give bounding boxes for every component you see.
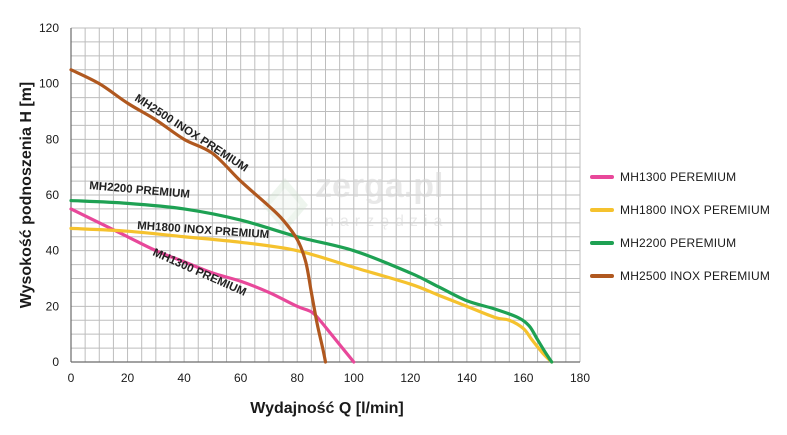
legend-label: MH1800 INOX PEREMIUM (620, 202, 771, 217)
legend-item: MH1800 INOX PEREMIUM (590, 193, 770, 226)
curve-label-mh2500: MH2500 INOX PREMIUM (132, 92, 249, 174)
legend-label: MH2500 INOX PEREMIUM (620, 268, 771, 283)
watermark-logo-icon (262, 178, 308, 232)
x-tick-label: 180 (570, 371, 590, 385)
curve-labels: MH2500 INOX PREMIUM MH2200 PREMIUM MH180… (89, 92, 270, 298)
x-tick-label: 60 (234, 371, 248, 385)
x-tick-label: 20 (121, 371, 135, 385)
series-line-mh1300-peremium (69, 207, 356, 364)
x-tick-label: 0 (68, 371, 75, 385)
watermark-brand: zerga.pl (315, 167, 443, 205)
curve-label-mh1300: MH1300 PREMIUM (151, 247, 248, 299)
axes: 0 20 40 60 80 100 120 140 160 180 0 20 40 60 80 100 120 (39, 21, 590, 385)
legend-label: MH1300 PEREMIUM (620, 169, 737, 184)
x-tick-label: 140 (457, 371, 477, 385)
series-line-mh2500-inox-peremium (69, 68, 328, 364)
watermark: zerga.pl narzędzia (262, 167, 448, 232)
watermark-sub: narzędzia (325, 213, 448, 230)
y-tick-label: 40 (46, 244, 60, 258)
legend: MH1300 PEREMIUM MH1800 INOX PEREMIUM MH2… (590, 160, 770, 292)
x-tick-label: 100 (344, 371, 364, 385)
x-axis-label: Wydajność Q [l/min] (250, 400, 404, 417)
x-tick-label: 120 (400, 371, 420, 385)
legend-swatch (590, 174, 614, 179)
y-tick-label: 0 (52, 355, 59, 369)
y-tick-label: 20 (46, 299, 60, 313)
legend-swatch (590, 240, 614, 245)
y-tick-label: 60 (46, 188, 60, 202)
x-tick-label: 160 (513, 371, 533, 385)
x-tick-label: 80 (291, 371, 305, 385)
legend-item: MH2200 PEREMIUM (590, 226, 770, 259)
y-axis-label: Wysokość podnoszenia H [m] (18, 82, 35, 308)
x-tick-label: 40 (177, 371, 191, 385)
y-tick-label: 100 (39, 77, 59, 91)
legend-swatch (590, 273, 614, 278)
legend-label: MH2200 PEREMIUM (620, 235, 737, 250)
legend-item: MH2500 INOX PEREMIUM (590, 259, 770, 292)
series-lines (69, 68, 554, 364)
series-line-mh2200-peremium (69, 198, 554, 364)
series-line-mh1800-inox-peremium (69, 226, 554, 364)
y-tick-label: 120 (39, 21, 59, 35)
y-tick-label: 80 (46, 132, 60, 146)
legend-swatch (590, 207, 614, 212)
legend-item: MH1300 PEREMIUM (590, 160, 770, 193)
curve-label-mh2200: MH2200 PREMIUM (89, 180, 191, 201)
